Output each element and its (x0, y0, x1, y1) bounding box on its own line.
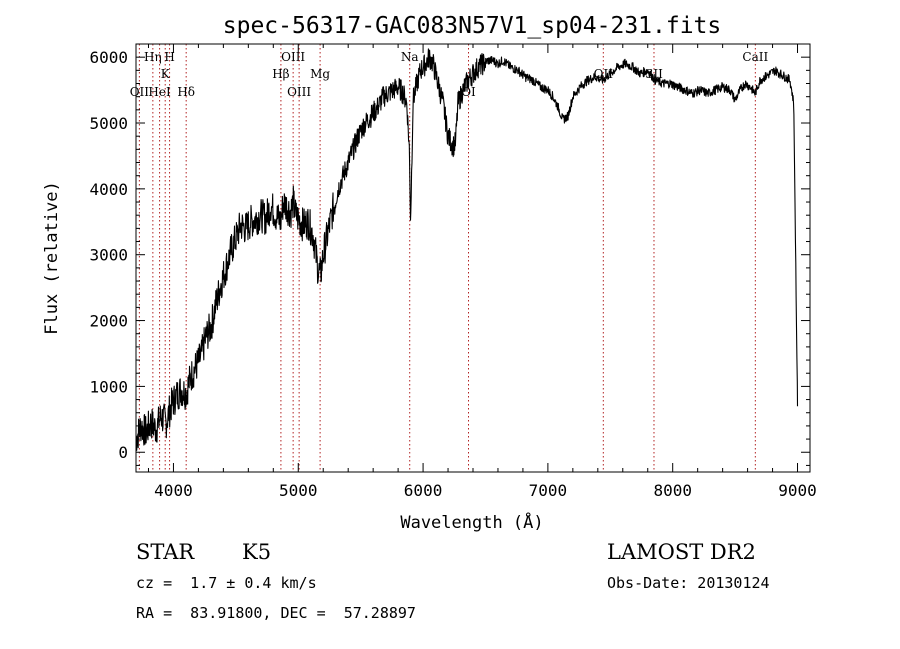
y-tick-label: 2000 (89, 312, 128, 331)
x-axis-ticks: 4000 5000 6000 7000 8000 9000 (147, 44, 817, 500)
spectrum-chart: spec-56317-GAC083N57V1_sp04-231.fits OII… (42, 13, 817, 533)
coordinates: RA = 83.91800, DEC = 57.28897 (136, 604, 416, 622)
x-tick-label: 5000 (279, 481, 318, 500)
y-tick-label: 5000 (89, 114, 128, 133)
line-marker-label: OII (130, 85, 150, 99)
chart-title: spec-56317-GAC083N57V1_sp04-231.fits (223, 13, 722, 39)
x-tick-label: 4000 (154, 481, 193, 500)
object-subclass: K5 (242, 540, 272, 564)
x-tick-label: 7000 (529, 481, 568, 500)
y-tick-label: 3000 (89, 246, 128, 265)
line-marker-label: OIII (287, 85, 311, 99)
line-marker-label: Mg (310, 67, 330, 81)
x-tick-label: 9000 (778, 481, 817, 500)
object-class: STAR (136, 540, 195, 564)
line-marker-label: Hδ (177, 85, 195, 99)
x-tick-label: 8000 (653, 481, 692, 500)
line-marker-label: Hβ (272, 67, 289, 81)
x-axis-label: Wavelength (Å) (400, 511, 543, 533)
y-tick-label: 4000 (89, 180, 128, 199)
line-marker-label: OIII (281, 50, 305, 64)
plot-frame (135, 43, 811, 473)
line-marker-label: H (164, 50, 174, 64)
line-marker-label: K (161, 67, 171, 81)
y-tick-label: 6000 (89, 48, 128, 67)
y-tick-label: 0 (118, 443, 128, 462)
observation-date: Obs-Date: 20130124 (607, 574, 770, 592)
y-axis-label: Flux (relative) (42, 181, 62, 335)
redshift-value: cz = 1.7 ± 0.4 km/s (136, 574, 317, 592)
line-marker-label: Na (401, 50, 419, 64)
line-marker-label: CaII (742, 50, 768, 64)
y-axis-ticks: 0 1000 2000 3000 4000 5000 6000 (89, 43, 810, 466)
line-marker-label: HeI (148, 85, 171, 99)
line-marker-label: Hη (144, 50, 162, 64)
x-tick-label: 6000 (404, 481, 443, 500)
survey-name: LAMOST DR2 (607, 540, 756, 564)
y-tick-label: 1000 (89, 377, 128, 396)
spectrum-line (135, 48, 799, 451)
